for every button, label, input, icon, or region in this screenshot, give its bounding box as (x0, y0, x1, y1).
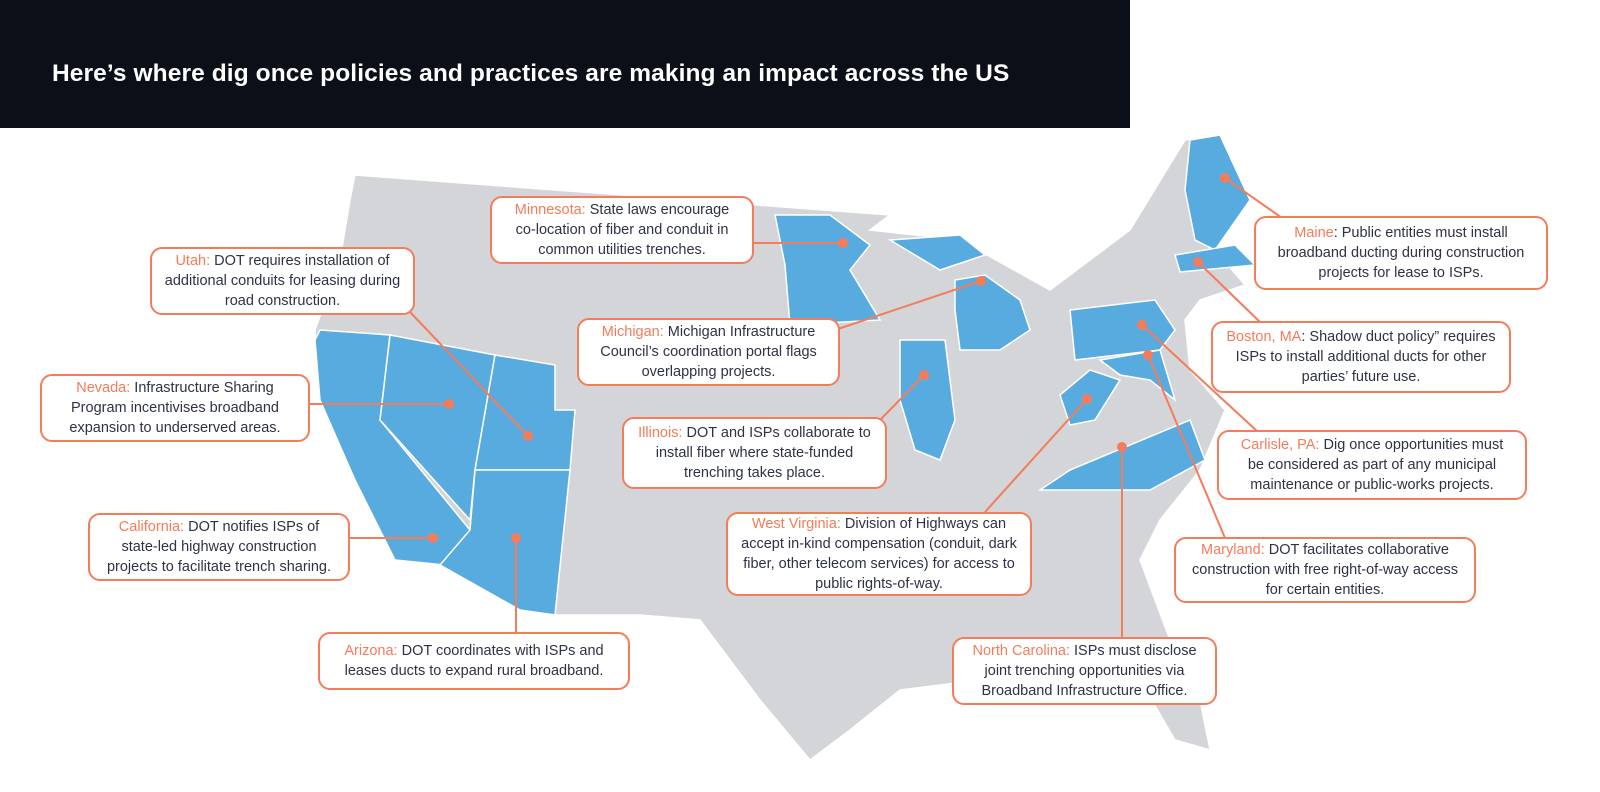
connector-maine (1224, 177, 1283, 219)
connector-michigan (834, 280, 982, 331)
page-title: Here’s where dig once policies and pract… (52, 60, 1010, 87)
callout-california: California: DOT notifies ISPs of state-l… (88, 513, 350, 581)
callout-carlisle: Carlisle, PA: Dig once opportunities mus… (1217, 430, 1527, 500)
connector-maryland (1147, 354, 1226, 539)
state-michigan-upper (887, 234, 987, 271)
marker-california (428, 533, 438, 543)
callout-west-virginia: West Virginia: Division of Highways can … (726, 512, 1032, 596)
state-arizona (438, 469, 571, 616)
callout-arizona: Arizona: DOT coordinates with ISPs and l… (318, 632, 630, 690)
marker-north-carolina (1117, 442, 1127, 452)
marker-boston (1193, 257, 1203, 267)
callout-boston: Boston, MA: Shadow duct policy” requires… (1211, 321, 1511, 393)
marker-maryland (1143, 350, 1153, 360)
state-michigan (954, 274, 1031, 351)
connector-utah (409, 311, 529, 437)
connector-boston (1197, 261, 1261, 323)
marker-nevada (444, 399, 454, 409)
marker-minnesota (838, 238, 848, 248)
callout-minnesota: Minnesota: State laws encourage co-locat… (490, 196, 754, 264)
marker-west-virginia (1082, 394, 1092, 404)
callout-maryland: Maryland: DOT facilitates collaborative … (1174, 537, 1476, 603)
marker-arizona (511, 533, 521, 543)
state-pennsylvania (1069, 299, 1176, 361)
marker-maine (1220, 173, 1230, 183)
state-maine (1184, 134, 1251, 251)
connector-illinois (879, 374, 925, 421)
callout-illinois: Illinois: DOT and ISPs collaborate to in… (622, 417, 887, 489)
callout-north-carolina: North Carolina: ISPs must disclose joint… (952, 637, 1217, 705)
marker-utah (523, 431, 533, 441)
marker-illinois (919, 370, 929, 380)
callout-utah: Utah: DOT requires installation of addit… (150, 247, 415, 315)
connector-west-virginia (984, 398, 1088, 513)
callout-maine: Maine: Public entities must install broa… (1254, 216, 1548, 290)
marker-michigan (976, 276, 986, 286)
marker-carlisle (1137, 320, 1147, 330)
callout-nevada: Nevada: Infrastructure Sharing Program i… (40, 374, 310, 442)
connector-carlisle (1141, 324, 1259, 433)
header-banner: Here’s where dig once policies and pract… (0, 0, 1130, 128)
callout-michigan: Michigan: Michigan Infrastructure Counci… (577, 318, 840, 386)
